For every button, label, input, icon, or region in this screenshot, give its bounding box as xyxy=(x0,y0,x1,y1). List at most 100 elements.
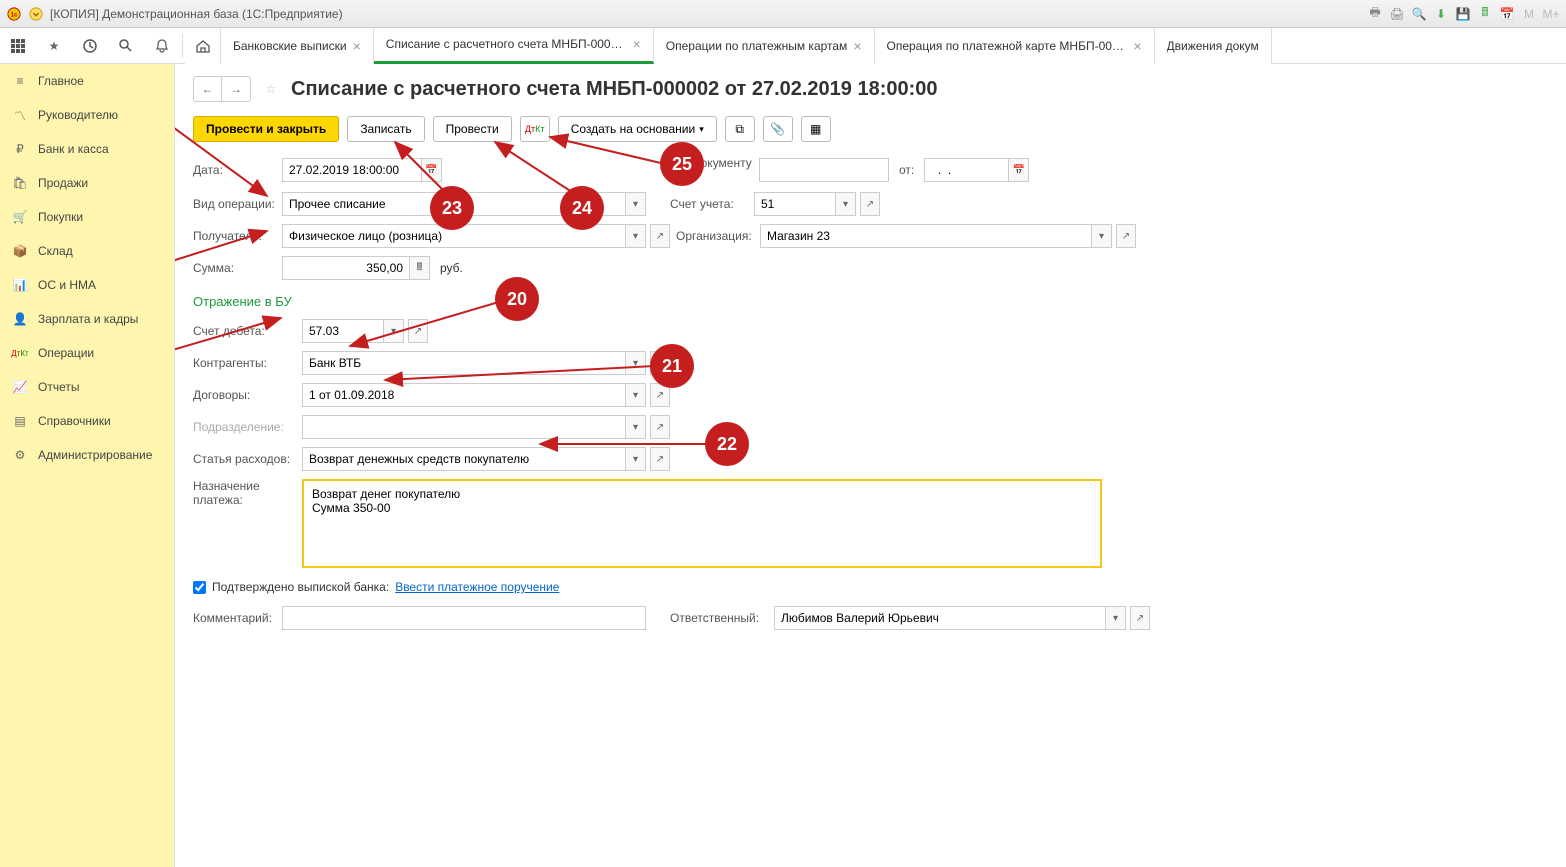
nav-forward[interactable]: → xyxy=(222,77,250,101)
calendar-icon[interactable]: 📅 xyxy=(1498,5,1516,23)
open-icon[interactable]: ↗ xyxy=(650,351,670,375)
tab-bank-statements[interactable]: Банковские выписки × xyxy=(221,28,374,64)
dtkt-button[interactable]: ДтКт xyxy=(520,116,550,142)
sidebar-item-bank[interactable]: ₽Банк и касса xyxy=(0,132,174,166)
sidebar-item-assets[interactable]: 📊ОС и НМА xyxy=(0,268,174,302)
sidebar-item-admin[interactable]: ⚙ Администрирование xyxy=(0,438,174,472)
open-icon[interactable]: ↗ xyxy=(650,415,670,439)
tab-doc-movements[interactable]: Движения докум xyxy=(1155,28,1272,64)
confirmed-checkbox[interactable] xyxy=(193,581,206,594)
close-icon[interactable]: × xyxy=(853,38,861,54)
purpose-field[interactable] xyxy=(306,483,1098,561)
attach-button[interactable]: 📎 xyxy=(763,116,793,142)
download-icon[interactable]: ⬇ xyxy=(1432,5,1450,23)
tab-writeoff[interactable]: Списание с расчетного счета МНБП-000002 … xyxy=(374,28,654,64)
chart-icon: 〽 xyxy=(12,107,28,123)
tab-card-operations[interactable]: Операции по платежным картам × xyxy=(654,28,875,64)
optype-field[interactable] xyxy=(282,192,626,216)
sidebar-item-reports[interactable]: 📈Отчеты xyxy=(0,370,174,404)
open-icon[interactable]: ↗ xyxy=(650,224,670,248)
open-icon[interactable]: ↗ xyxy=(860,192,880,216)
nav-back[interactable]: ← xyxy=(194,77,222,101)
dropdown-icon[interactable]: ▾ xyxy=(384,319,404,343)
contract-field[interactable] xyxy=(302,383,626,407)
dropdown-icon[interactable]: ▾ xyxy=(626,447,646,471)
docnum-field[interactable] xyxy=(759,158,889,182)
open-icon[interactable]: ↗ xyxy=(1130,606,1150,630)
m-plus-icon[interactable]: M+ xyxy=(1542,5,1560,23)
dropdown-icon[interactable] xyxy=(28,6,44,22)
m-icon[interactable]: M xyxy=(1520,5,1538,23)
date-field[interactable] xyxy=(282,158,422,182)
open-icon[interactable]: ↗ xyxy=(650,447,670,471)
label-contr: Контрагенты: xyxy=(193,356,298,370)
dropdown-icon[interactable]: ▾ xyxy=(626,192,646,216)
tab-card-operation-doc[interactable]: Операция по платежной карте МНБП-000002 … xyxy=(875,28,1155,64)
open-icon[interactable]: ↗ xyxy=(408,319,428,343)
structure-button[interactable]: ⧉ xyxy=(725,116,755,142)
comment-field[interactable] xyxy=(282,606,646,630)
sidebar-item-purchases[interactable]: 🛒Покупки xyxy=(0,200,174,234)
sidebar-item-main[interactable]: ≡Главное xyxy=(0,64,174,98)
contr-field[interactable] xyxy=(302,351,626,375)
close-icon[interactable]: × xyxy=(1133,38,1141,54)
debit-field[interactable] xyxy=(302,319,384,343)
list-icon: ▤ xyxy=(12,413,28,429)
recipient-field[interactable] xyxy=(282,224,626,248)
dropdown-icon[interactable]: ▾ xyxy=(626,351,646,375)
save-icon[interactable]: 💾 xyxy=(1454,5,1472,23)
dropdown-icon[interactable]: ▾ xyxy=(626,224,646,248)
close-icon[interactable]: × xyxy=(633,36,641,52)
print-preview-icon[interactable]: 🖶 xyxy=(1366,5,1384,23)
sidebar-item-operations[interactable]: ДтКтОперации xyxy=(0,336,174,370)
calendar-picker-icon[interactable]: 📅 xyxy=(422,158,442,182)
sidebar-item-manager[interactable]: 〽Руководителю xyxy=(0,98,174,132)
sidebar-item-salary[interactable]: 👤Зарплата и кадры xyxy=(0,302,174,336)
history-icon[interactable] xyxy=(72,28,108,64)
account-field[interactable] xyxy=(754,192,836,216)
sidebar-item-warehouse[interactable]: 📦Склад xyxy=(0,234,174,268)
dropdown-icon[interactable]: ▾ xyxy=(836,192,856,216)
expense-field[interactable] xyxy=(302,447,626,471)
calc-icon[interactable]: 🖩 xyxy=(1476,5,1494,23)
create-based-button[interactable]: Создать на основании ▾ xyxy=(558,116,717,142)
post-button[interactable]: Провести xyxy=(433,116,512,142)
post-close-button[interactable]: Провести и закрыть xyxy=(193,116,339,142)
print-icon[interactable]: 🖨 xyxy=(1388,5,1406,23)
dropdown-icon[interactable]: ▾ xyxy=(626,383,646,407)
star-icon[interactable]: ★ xyxy=(36,28,72,64)
calendar-picker-icon[interactable]: 📅 xyxy=(1009,158,1029,182)
label-date: Дата: xyxy=(193,163,278,177)
open-icon[interactable]: ↗ xyxy=(1116,224,1136,248)
payment-order-link[interactable]: Ввести платежное поручение xyxy=(395,580,559,594)
save-button[interactable]: Записать xyxy=(347,116,424,142)
sidebar-item-catalogs[interactable]: ▤ Справочники xyxy=(0,404,174,438)
open-icon[interactable]: ↗ xyxy=(650,383,670,407)
sidebar-label: Банк и касса xyxy=(38,142,109,156)
tab-home[interactable] xyxy=(185,28,221,64)
cart-icon: 🛒 xyxy=(12,209,28,225)
docfrom-field[interactable] xyxy=(924,158,1009,182)
tabs-bar: Банковские выписки × Списание с расчетно… xyxy=(185,28,1566,64)
apps-icon[interactable] xyxy=(0,28,36,64)
responsible-field[interactable] xyxy=(774,606,1106,630)
gear-icon: ⚙ xyxy=(12,447,28,463)
favorite-toggle[interactable]: ☆ xyxy=(259,77,283,101)
app-icon-1c: 1c xyxy=(6,6,22,22)
calc-icon[interactable]: 🖩 xyxy=(410,256,430,280)
close-icon[interactable]: × xyxy=(353,38,361,54)
sum-field[interactable] xyxy=(282,256,410,280)
search-icon[interactable] xyxy=(108,28,144,64)
dept-field[interactable] xyxy=(302,415,626,439)
org-field[interactable] xyxy=(760,224,1092,248)
dropdown-icon[interactable]: ▾ xyxy=(1106,606,1126,630)
dropdown-icon[interactable]: ▾ xyxy=(1092,224,1112,248)
sidebar-label: Отчеты xyxy=(38,380,79,394)
sidebar-item-sales[interactable]: 🛍Продажи xyxy=(0,166,174,200)
dropdown-icon[interactable]: ▾ xyxy=(626,415,646,439)
sidebar-label: Справочники xyxy=(38,414,111,428)
bell-icon[interactable] xyxy=(144,28,180,64)
form-button[interactable]: ▦ xyxy=(801,116,831,142)
search-doc-icon[interactable]: 🔍 xyxy=(1410,5,1428,23)
sidebar-label: Администрирование xyxy=(38,448,152,462)
